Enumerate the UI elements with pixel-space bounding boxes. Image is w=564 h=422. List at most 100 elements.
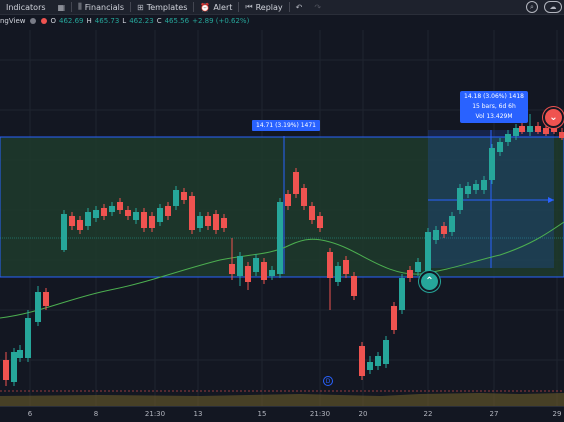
candle-body (117, 202, 123, 210)
candle-body (133, 212, 139, 220)
measure-arrow (548, 197, 554, 203)
toolbar-right: ⌕ ☁ (526, 0, 564, 14)
candle-body (277, 202, 283, 274)
candle-body (473, 184, 479, 190)
indicators-button[interactable]: Indicators (0, 0, 52, 14)
high-value: 465.73 (94, 17, 120, 25)
candle-body (61, 214, 67, 250)
templates-icon: ⊞ (136, 2, 144, 12)
x-tick: 15 (257, 410, 267, 418)
replay-label: Replay (255, 2, 283, 12)
layout-icon[interactable]: ▦ (52, 0, 72, 14)
replay-icon: ⏮ (245, 2, 253, 11)
financials-button[interactable]: ⫼ Financials (72, 0, 130, 14)
high-key: H (86, 17, 92, 25)
status-dot-red (40, 18, 47, 24)
cloud-icon[interactable]: ☁ (544, 1, 562, 13)
candle-body (101, 208, 107, 216)
templates-button[interactable]: ⊞ Templates (131, 0, 193, 14)
candle-body (149, 216, 155, 228)
candle-body (35, 292, 41, 322)
candle-body (551, 128, 557, 132)
candle-body (505, 134, 511, 142)
candle-body (11, 352, 17, 382)
toolbar-divider (288, 2, 290, 12)
grid-icon: ▦ (57, 2, 66, 12)
candle-body (309, 206, 315, 220)
candlesticks (3, 114, 564, 386)
measure-label: 14.71 (3.19%) 1471 (252, 120, 321, 131)
toolbar-divider (238, 2, 240, 12)
candle-body (157, 208, 163, 222)
candle-body (383, 340, 389, 364)
candle-body (173, 190, 179, 206)
replay-button[interactable]: ⏮ Replay (239, 0, 288, 14)
candle-body (181, 192, 187, 200)
candle-body (513, 128, 519, 136)
dividend-marker[interactable]: D (323, 376, 333, 386)
search-icon[interactable]: ⌕ (526, 1, 538, 13)
candle-body (205, 216, 211, 226)
candle-body (441, 226, 447, 234)
moving-average-line (0, 221, 564, 319)
toolbar-divider (71, 2, 73, 12)
candle-body (399, 278, 405, 310)
status-dot-gray (29, 18, 36, 24)
candle-body (519, 126, 525, 132)
x-tick: 20 (358, 410, 368, 418)
candle-body (197, 216, 203, 228)
candle-body (343, 260, 349, 274)
candle-body (141, 212, 147, 228)
price-chart[interactable] (0, 30, 564, 406)
candle-body (543, 128, 549, 134)
change-value: +2.89 (+0.62%) (192, 17, 250, 25)
alarm-clock-icon: ⏰ (200, 2, 211, 12)
candle-body (335, 266, 341, 282)
x-tick: 27 (489, 410, 499, 418)
candle-body (527, 126, 533, 132)
candle-body (535, 126, 541, 132)
x-tick: 8 (93, 410, 99, 418)
candle-body (77, 220, 83, 230)
undo-button[interactable]: ↶ (290, 0, 309, 14)
toolbar-divider (193, 2, 195, 12)
redo-icon: ↷ (314, 2, 322, 12)
candle-body (301, 188, 307, 206)
sell-signal-icon[interactable]: ⌄ (543, 107, 564, 128)
candle-body (457, 188, 463, 210)
candle-body (43, 292, 49, 306)
candle-body (85, 212, 91, 226)
redo-button[interactable]: ↷ (308, 0, 327, 14)
candle-body (293, 172, 299, 194)
candle-body (433, 230, 439, 240)
brand-text: ngView (0, 17, 26, 25)
measure-tooltip-line3: Vol 13.429M (475, 113, 513, 120)
top-toolbar: Indicators ▦ ⫼ Financials ⊞ Templates ⏰ … (0, 0, 564, 15)
toolbar-divider (129, 2, 131, 12)
candle-body (69, 216, 75, 226)
candle-body (221, 218, 227, 228)
candle-body (367, 362, 373, 370)
close-value: 465.56 (164, 17, 190, 25)
candle-body (375, 356, 381, 366)
candle-body (497, 142, 503, 152)
measure-tooltip-line2: 15 bars, 6d 6h (472, 103, 516, 110)
alert-button[interactable]: ⏰ Alert (194, 0, 238, 14)
candle-body (415, 262, 421, 272)
candle-body (449, 216, 455, 232)
time-axis[interactable]: 6 8 21:30 13 15 21:30 20 22 27 29 (0, 406, 564, 422)
candle-body (359, 346, 365, 376)
candle-body (425, 232, 431, 272)
financials-label: Financials (84, 2, 124, 12)
candle-body (269, 270, 275, 276)
buy-signal-icon[interactable]: ⌃ (419, 271, 440, 292)
candle-body (489, 148, 495, 180)
candle-body (351, 276, 357, 296)
candle-body (25, 318, 31, 358)
candle-body (213, 214, 219, 230)
x-tick: 6 (27, 410, 33, 418)
candle-body (165, 206, 171, 216)
open-value: 462.69 (59, 17, 84, 25)
symbol-legend: ngView O 462.69 H 465.73 L 462.23 C 465.56 +… (0, 17, 249, 25)
chart-bars-icon: ⫼ (78, 2, 82, 11)
